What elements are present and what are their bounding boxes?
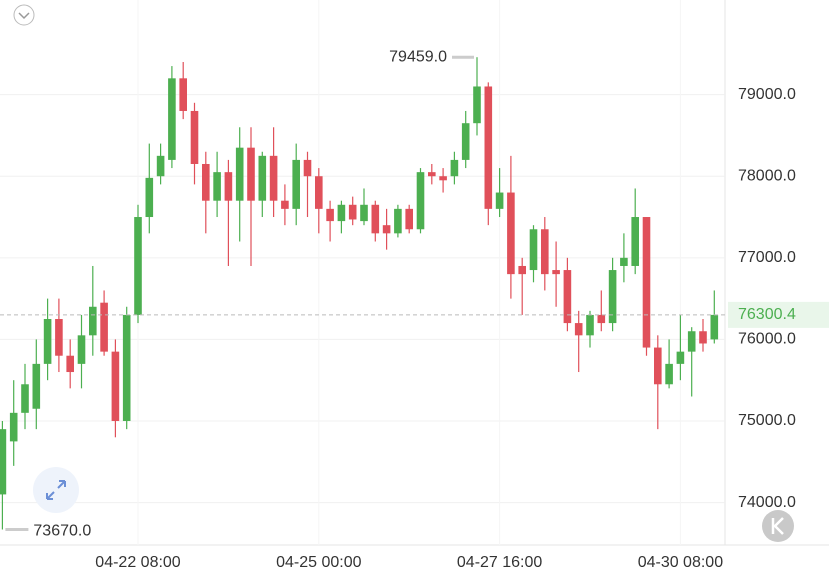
low-marker-label: 73670.0 (33, 523, 91, 540)
candle-body (55, 319, 63, 356)
candle-body (156, 155, 165, 177)
x-tick-label: 04-25 00:00 (276, 554, 362, 571)
candle-body (235, 147, 244, 201)
x-tick-label: 04-27 16:00 (457, 554, 543, 571)
candle-body (224, 172, 233, 201)
candle-body (687, 331, 696, 352)
candle-body (213, 172, 221, 201)
candle-body (574, 323, 583, 336)
candle-body (642, 217, 651, 348)
high-marker-label: 79459.0 (389, 48, 447, 65)
candle-body (710, 314, 719, 340)
candle-body (529, 229, 538, 271)
candle-body (315, 176, 323, 209)
y-tick-label: 79000.0 (738, 86, 796, 103)
candle-body (77, 335, 86, 364)
y-tick-label: 74000.0 (738, 494, 796, 511)
candle-body (665, 363, 673, 385)
grid (0, 94, 725, 504)
y-tick-label: 77000.0 (738, 249, 796, 266)
expand-icon (46, 480, 66, 500)
y-tick-label: 75000.0 (738, 412, 796, 429)
candle-body (631, 217, 639, 266)
candle-body (597, 314, 606, 324)
candle-body (586, 314, 594, 336)
candle-body (269, 155, 278, 201)
candle-body (676, 351, 685, 364)
candle-body (428, 172, 436, 177)
last-price-box (728, 301, 829, 328)
candle-body (394, 208, 402, 234)
x-tick-label: 04-22 08:00 (95, 554, 181, 571)
candle-body (371, 204, 380, 234)
candle-body (202, 163, 210, 201)
candle-body (518, 265, 526, 275)
kline-button[interactable] (762, 510, 794, 542)
candle-body (495, 192, 504, 209)
candle-body (100, 302, 108, 352)
y-tick-label: 76000.0 (738, 331, 796, 348)
candle-body (66, 355, 74, 373)
candle-body (541, 229, 549, 275)
candle-body (179, 78, 187, 111)
candle-body (620, 257, 628, 266)
candle-body (258, 155, 267, 201)
kline-icon (771, 517, 784, 535)
candle-body (382, 225, 391, 234)
candle-body (416, 172, 425, 230)
candle-body (32, 363, 41, 409)
candle-body (0, 429, 7, 495)
candle-body (168, 78, 176, 160)
candle-body (348, 204, 357, 220)
x-tick-label: 04-30 08:00 (638, 554, 724, 571)
candle-body (507, 192, 515, 275)
candle-body (484, 86, 493, 209)
candle-body (145, 177, 154, 218)
labels: 74000.0 75000.0 76000.0 77000.0 78000.0 79000… (33, 48, 829, 571)
candle-body (450, 159, 459, 177)
candle-body (292, 159, 300, 209)
candle-body (473, 86, 481, 124)
candle-body (21, 384, 29, 413)
candle-body (654, 347, 662, 385)
candle-body (699, 331, 707, 344)
candle-body (563, 270, 572, 324)
candle-body (326, 208, 334, 222)
candle-body (134, 217, 142, 315)
candle-body (360, 204, 368, 222)
last-price-label: 76300.4 (738, 306, 796, 323)
candle-body (461, 123, 470, 160)
candle-body (552, 270, 560, 275)
candle-body (608, 270, 617, 324)
chevron-icon (18, 12, 30, 20)
candle-body (9, 412, 18, 442)
kline-circle[interactable] (762, 510, 794, 542)
candle-body (89, 306, 97, 336)
candle-body (111, 351, 120, 421)
candle-body (43, 319, 52, 364)
collapse-circle[interactable] (13, 4, 35, 26)
candle-body (337, 204, 346, 222)
candle-body (190, 110, 199, 164)
candle-body (405, 208, 413, 230)
collapse-button[interactable] (13, 4, 35, 26)
expand-button[interactable] (33, 467, 79, 513)
y-tick-label: 78000.0 (738, 167, 796, 184)
candle-body (303, 159, 312, 177)
expand-circle[interactable] (33, 467, 79, 513)
candles (0, 55, 725, 531)
candle-body (439, 176, 447, 181)
candle-body (281, 200, 289, 209)
candle-body (247, 147, 255, 201)
candle-body (122, 314, 131, 421)
